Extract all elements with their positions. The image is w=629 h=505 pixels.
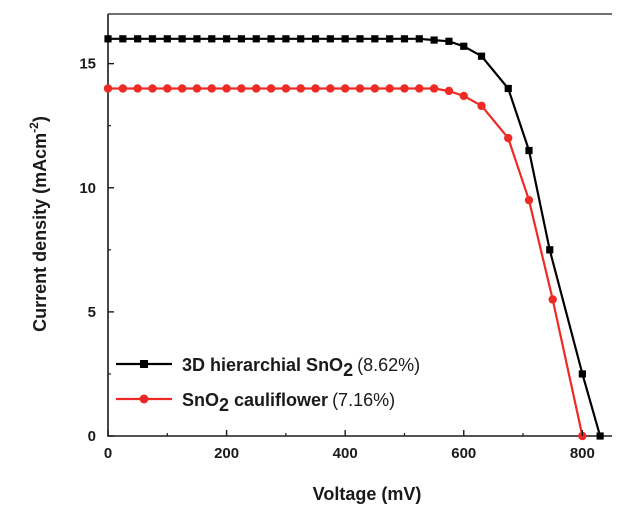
data-point-series-1 [415,35,423,43]
y-tick-label: 5 [88,304,96,321]
data-point-series-1 [237,35,246,43]
legend-label-series-1: 3D hierarchial SnO2 (8.62%) [182,355,420,380]
data-point-series-1 [178,35,186,43]
x-tick-label: 800 [570,445,595,462]
data-point-series-2 [133,84,142,93]
data-point-series-2 [207,84,216,93]
data-point-series-1 [104,35,112,43]
data-point-series-1 [222,35,231,43]
y-axis-label: Current density (mAcm-2) [27,116,50,332]
data-point-series-1 [477,52,486,60]
data-point-series-2 [504,133,513,143]
data-point-series-1 [356,35,364,43]
data-point-series-1 [208,35,216,43]
data-point-series-2 [415,84,424,93]
data-point-series-2 [548,295,557,304]
legend: 3D hierarchial SnO2 (8.62%) SnO2 cauliflo… [116,355,420,415]
data-point-series-1 [596,432,604,440]
data-point-series-2 [237,84,246,93]
data-point-series-1 [400,35,409,43]
data-point-series-2 [103,84,113,93]
data-point-series-2 [252,84,261,93]
data-point-series-2 [429,84,439,93]
data-point-series-2 [311,84,320,93]
data-point-series-1 [252,35,260,43]
data-point-series-2 [177,84,187,93]
data-point-series-1 [311,35,320,43]
y-axis-label-close: ) [30,116,50,122]
data-point-series-2 [118,84,128,93]
data-point-series-2 [370,84,380,93]
x-tick-label: 200 [214,445,239,462]
data-point-series-1 [525,146,533,155]
data-point-series-2 [477,101,486,111]
data-point-series-2 [340,84,350,93]
data-point-series-2 [400,84,409,93]
data-point-series-1 [371,35,379,43]
data-point-series-1 [504,84,512,93]
data-point-series-1 [134,35,142,43]
data-point-series-1 [445,37,453,45]
data-point-series-2 [192,84,202,93]
data-point-series-2 [385,84,394,93]
data-point-series-2 [326,84,335,93]
data-point-series-1 [119,35,127,43]
y-tick-label: 10 [79,180,96,197]
legend-marker-series-1 [140,360,148,368]
data-point-series-2 [459,91,468,101]
data-point-series-1 [193,35,201,43]
data-point-series-1 [578,370,586,378]
data-point-series-1 [460,42,468,50]
y-axis-label-main: Current density (mAcm [30,133,50,332]
data-point-series-2 [222,84,231,93]
legend-marker-series-2 [139,394,149,404]
x-tick-label: 600 [451,445,476,462]
data-point-series-1 [341,35,349,43]
tick-layer: 0 200 400 600 800 0 5 10 15 [79,56,595,462]
data-point-series-2 [296,84,305,93]
y-axis-label-superscript: -2 [27,122,41,133]
data-point-series-1 [326,35,334,43]
y-tick-label: 15 [79,56,96,73]
x-tick-label: 400 [333,445,358,462]
y-tick-label: 0 [88,428,96,445]
x-axis-label: Voltage (mV) [313,484,422,504]
legend-label-series-2: SnO2 cauliflower (7.16%) [182,390,395,415]
data-point-series-1 [148,35,157,43]
data-point-series-2 [163,84,172,93]
data-point-series-1 [267,35,275,43]
data-point-series-1 [163,35,171,43]
data-point-series-2 [148,84,157,93]
data-point-series-1 [430,36,438,44]
data-point-series-1 [282,35,290,43]
data-point-series-2 [281,84,291,93]
data-point-series-1 [546,246,554,254]
data-point-series-2 [524,195,534,205]
data-point-series-2 [444,86,454,96]
data-point-series-1 [297,35,305,43]
series-layer [103,35,604,441]
data-point-series-2 [266,84,276,93]
data-point-series-1 [386,35,394,43]
x-tick-label: 0 [104,445,112,462]
series-line-1 [108,37,602,437]
data-point-series-2 [355,84,365,93]
